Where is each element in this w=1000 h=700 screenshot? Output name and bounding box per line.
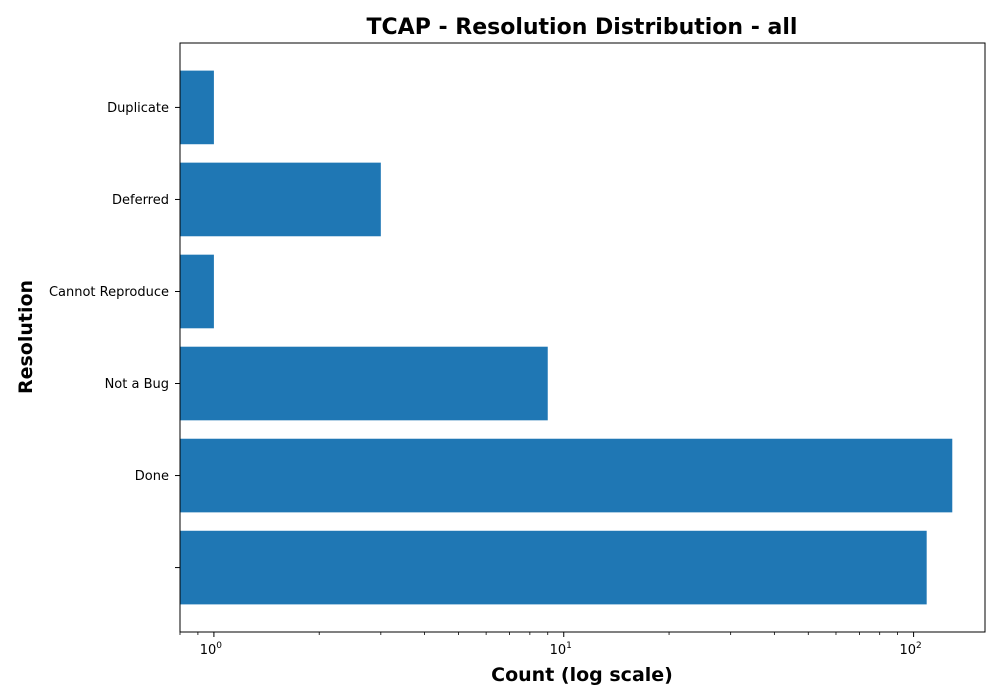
bar bbox=[180, 438, 953, 513]
y-tick-label: Done bbox=[135, 469, 169, 484]
y-axis-label: Resolution bbox=[15, 280, 37, 394]
y-axis-ticks: Done Not a Bug Cannot Reproduce Deferred Dup… bbox=[49, 101, 180, 569]
x-tick-label: 100 bbox=[200, 641, 223, 658]
plot-frame bbox=[179, 42, 986, 633]
x-axis-ticks: 100 101 102 bbox=[179, 632, 922, 658]
y-tick-label: Not a Bug bbox=[105, 377, 169, 392]
y-tick-label: Deferred bbox=[112, 193, 169, 208]
bar bbox=[180, 346, 548, 421]
y-tick-label: Cannot Reproduce bbox=[49, 285, 169, 300]
bar bbox=[180, 70, 214, 145]
x-axis-label: Count (log scale) bbox=[491, 664, 673, 686]
bar bbox=[180, 254, 214, 329]
x-tick-label: 101 bbox=[550, 641, 572, 658]
bars-group bbox=[180, 70, 953, 605]
y-tick-label: Duplicate bbox=[107, 101, 169, 116]
bar bbox=[180, 162, 381, 237]
chart-title: TCAP - Resolution Distribution - all bbox=[367, 15, 798, 40]
x-tick-label: 102 bbox=[899, 641, 921, 658]
bar bbox=[180, 530, 927, 605]
